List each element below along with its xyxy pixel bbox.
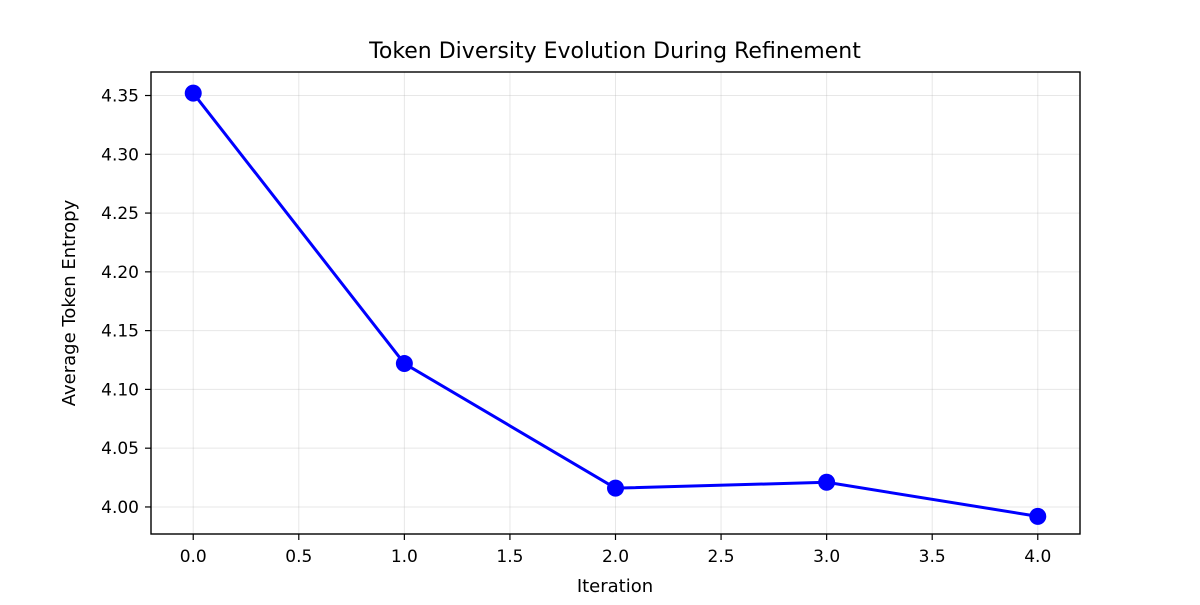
x-tick-label: 1.5: [496, 547, 523, 567]
x-tick-label: 2.5: [708, 547, 735, 567]
x-tick-label: 3.5: [919, 547, 946, 567]
x-tick-label: 2.0: [602, 547, 629, 567]
x-tick-label: 1.0: [391, 547, 418, 567]
x-axis-label: Iteration: [577, 576, 653, 597]
x-tick-label: 0.0: [180, 547, 207, 567]
x-tick-label: 0.5: [285, 547, 312, 567]
y-tick-label: 4.15: [101, 322, 139, 342]
data-point: [184, 84, 202, 102]
y-tick-label: 4.30: [101, 145, 139, 165]
data-point: [818, 473, 836, 491]
grid-layer: [151, 72, 1080, 534]
y-tick-label: 4.10: [101, 380, 139, 400]
data-point: [607, 479, 624, 497]
x-tick-label: 3.0: [813, 547, 840, 567]
chart-title: Token Diversity Evolution During Refinem…: [368, 39, 861, 64]
y-tick-label: 4.35: [101, 87, 139, 107]
y-axis-label: Average Token Entropy: [59, 199, 80, 406]
data-point: [395, 355, 413, 373]
data-point: [1029, 507, 1047, 525]
tick-layer: 0.0 0.5 1.0 1.5 2.0 2.5 3.0 3.5 4.0 4.00 4.05 4.10 4…: [101, 87, 1051, 567]
y-tick-label: 4.20: [101, 263, 139, 283]
x-tick-label: 4.0: [1024, 547, 1051, 567]
y-tick-label: 4.25: [101, 204, 139, 224]
series-layer: [184, 84, 1047, 525]
y-tick-label: 4.05: [101, 439, 139, 459]
y-tick-label: 4.00: [101, 498, 139, 518]
